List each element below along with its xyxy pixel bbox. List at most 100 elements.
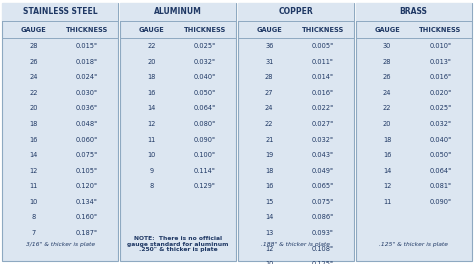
- Text: 0.114": 0.114": [194, 168, 216, 174]
- Text: 0.050": 0.050": [429, 152, 451, 158]
- Text: 0.075": 0.075": [76, 152, 98, 158]
- Text: 0.049": 0.049": [311, 168, 334, 174]
- Text: 0.015": 0.015": [76, 43, 98, 49]
- Text: 0.013": 0.013": [429, 59, 451, 65]
- Text: GAUGE: GAUGE: [21, 27, 46, 33]
- Text: 14: 14: [147, 105, 155, 111]
- Text: 22: 22: [147, 43, 155, 49]
- Text: NOTE:  There is no official
gauge standard for aluminum
.250" & thicker is plate: NOTE: There is no official gauge standar…: [128, 236, 229, 252]
- Text: 0.100": 0.100": [194, 152, 216, 158]
- Text: 0.050": 0.050": [194, 90, 216, 96]
- Text: 16: 16: [147, 90, 155, 96]
- Text: 0.105": 0.105": [76, 168, 98, 174]
- Text: 0.086": 0.086": [311, 214, 334, 220]
- Bar: [120, 3, 236, 261]
- Text: 12: 12: [29, 168, 38, 174]
- Text: 24: 24: [29, 74, 38, 80]
- Text: 0.093": 0.093": [311, 230, 334, 236]
- Text: 18: 18: [147, 74, 155, 80]
- Text: 16: 16: [265, 183, 273, 189]
- Text: 10: 10: [265, 261, 273, 264]
- Bar: [120, 3, 236, 21]
- Text: 36: 36: [265, 43, 273, 49]
- Text: 0.187": 0.187": [76, 230, 98, 236]
- Text: 28: 28: [383, 59, 391, 65]
- Text: 0.022": 0.022": [311, 105, 334, 111]
- Text: 24: 24: [265, 105, 273, 111]
- Text: 0.032": 0.032": [311, 136, 334, 143]
- Text: 0.025": 0.025": [429, 105, 451, 111]
- Text: 0.032": 0.032": [429, 121, 451, 127]
- Text: 18: 18: [265, 168, 273, 174]
- Text: 26: 26: [383, 74, 391, 80]
- Text: 0.011": 0.011": [311, 59, 334, 65]
- Text: THICKNESS: THICKNESS: [66, 27, 108, 33]
- Text: 11: 11: [29, 183, 38, 189]
- Text: 0.014": 0.014": [311, 74, 334, 80]
- Text: 16: 16: [383, 152, 391, 158]
- Text: 0.020": 0.020": [429, 90, 451, 96]
- Text: 0.016": 0.016": [311, 90, 334, 96]
- Text: .125" & thicker is plate: .125" & thicker is plate: [379, 242, 448, 247]
- Text: 0.108": 0.108": [311, 246, 334, 252]
- Text: 14: 14: [29, 152, 38, 158]
- Text: 18: 18: [29, 121, 38, 127]
- Text: 15: 15: [265, 199, 273, 205]
- Text: GAUGE: GAUGE: [138, 27, 164, 33]
- Text: 0.048": 0.048": [76, 121, 98, 127]
- Text: 0.081": 0.081": [429, 183, 451, 189]
- Text: THICKNESS: THICKNESS: [301, 27, 344, 33]
- Text: 21: 21: [265, 136, 273, 143]
- Text: 28: 28: [29, 43, 38, 49]
- Text: THICKNESS: THICKNESS: [419, 27, 462, 33]
- Text: 9: 9: [149, 168, 154, 174]
- Text: 13: 13: [265, 230, 273, 236]
- Text: 0.036": 0.036": [76, 105, 98, 111]
- Text: 10: 10: [147, 152, 155, 158]
- Text: 0.030": 0.030": [76, 90, 98, 96]
- Text: 0.010": 0.010": [429, 43, 451, 49]
- Text: 0.075": 0.075": [311, 199, 334, 205]
- Text: GAUGE: GAUGE: [374, 27, 400, 33]
- Text: 20: 20: [383, 121, 391, 127]
- Bar: [356, 3, 472, 21]
- Text: 22: 22: [29, 90, 38, 96]
- Text: 0.090": 0.090": [429, 199, 451, 205]
- Text: 0.024": 0.024": [76, 74, 98, 80]
- Text: 0.090": 0.090": [194, 136, 216, 143]
- Text: 7: 7: [32, 230, 36, 236]
- Text: 0.065": 0.065": [311, 183, 334, 189]
- Bar: [238, 3, 354, 21]
- Text: STAINLESS STEEL: STAINLESS STEEL: [23, 7, 98, 16]
- Text: 11: 11: [383, 199, 391, 205]
- Text: 0.025": 0.025": [194, 43, 216, 49]
- Text: 28: 28: [265, 74, 273, 80]
- Text: 8: 8: [32, 214, 36, 220]
- Text: 27: 27: [265, 90, 273, 96]
- Text: GAUGE: GAUGE: [256, 27, 282, 33]
- Text: 0.129": 0.129": [194, 183, 216, 189]
- Text: 24: 24: [383, 90, 391, 96]
- Text: 10: 10: [29, 199, 38, 205]
- Text: 16: 16: [29, 136, 38, 143]
- Text: 11: 11: [147, 136, 155, 143]
- Text: 20: 20: [29, 105, 38, 111]
- Text: 0.125": 0.125": [311, 261, 334, 264]
- Text: 0.016": 0.016": [429, 74, 451, 80]
- Text: 0.032": 0.032": [194, 59, 216, 65]
- Text: 0.018": 0.018": [76, 59, 98, 65]
- Text: 12: 12: [147, 121, 155, 127]
- Text: BRASS: BRASS: [400, 7, 428, 16]
- Text: 18: 18: [383, 136, 391, 143]
- Text: ALUMINUM: ALUMINUM: [154, 7, 202, 16]
- Text: 0.080": 0.080": [194, 121, 216, 127]
- Bar: [2, 3, 118, 21]
- Text: 12: 12: [265, 246, 273, 252]
- Text: 19: 19: [265, 152, 273, 158]
- Text: COPPER: COPPER: [279, 7, 313, 16]
- Text: THICKNESS: THICKNESS: [183, 27, 226, 33]
- Bar: [238, 3, 354, 261]
- Text: 0.040": 0.040": [194, 74, 216, 80]
- Text: 3/16" & thicker is plate: 3/16" & thicker is plate: [26, 242, 95, 247]
- Text: 22: 22: [383, 105, 391, 111]
